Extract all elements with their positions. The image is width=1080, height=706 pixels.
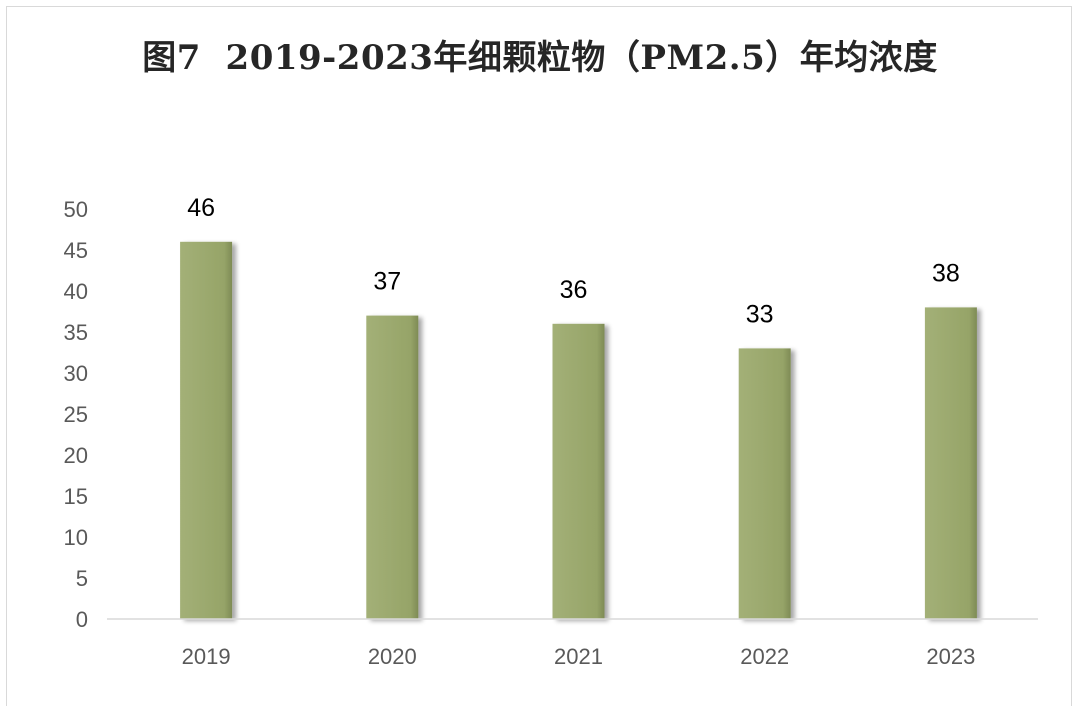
y-tick-label: 15 bbox=[64, 484, 88, 509]
y-tick-label: 20 bbox=[64, 443, 88, 468]
data-label: 37 bbox=[373, 268, 401, 296]
bar-2023 bbox=[924, 307, 977, 619]
chart-frame bbox=[6, 6, 1072, 706]
data-label: 33 bbox=[746, 300, 774, 328]
bar-2022 bbox=[738, 348, 791, 619]
x-tick-label: 2021 bbox=[554, 644, 603, 669]
data-labels-group: 46 37 36 33 38 bbox=[187, 194, 960, 329]
x-axis-tick-labels: 2019 2020 2021 2022 2023 bbox=[182, 644, 976, 669]
data-label: 38 bbox=[932, 259, 960, 287]
y-tick-label: 0 bbox=[76, 607, 88, 632]
data-label: 36 bbox=[560, 276, 588, 304]
chart-title: 图7 2019-2023年细颗粒物（PM2.5）年均浓度 bbox=[142, 38, 938, 78]
bars-group bbox=[180, 241, 977, 620]
bar-2021 bbox=[552, 323, 605, 619]
x-tick-label: 2022 bbox=[740, 644, 789, 669]
bar-2019 bbox=[180, 241, 233, 620]
y-tick-label: 30 bbox=[64, 361, 88, 386]
y-tick-label: 35 bbox=[64, 320, 88, 345]
y-tick-label: 45 bbox=[64, 238, 88, 263]
x-tick-label: 2020 bbox=[368, 644, 417, 669]
y-tick-label: 25 bbox=[64, 402, 88, 427]
x-tick-label: 2019 bbox=[182, 644, 231, 669]
y-tick-label: 10 bbox=[64, 525, 88, 550]
bar-2020 bbox=[366, 315, 419, 619]
y-tick-label: 5 bbox=[76, 566, 88, 591]
data-label: 46 bbox=[187, 194, 215, 222]
y-tick-label: 50 bbox=[64, 197, 88, 222]
y-axis-tick-labels: 0 5 10 15 20 25 30 35 40 45 50 bbox=[64, 197, 88, 632]
y-tick-label: 40 bbox=[64, 279, 88, 304]
x-tick-label: 2023 bbox=[926, 644, 975, 669]
